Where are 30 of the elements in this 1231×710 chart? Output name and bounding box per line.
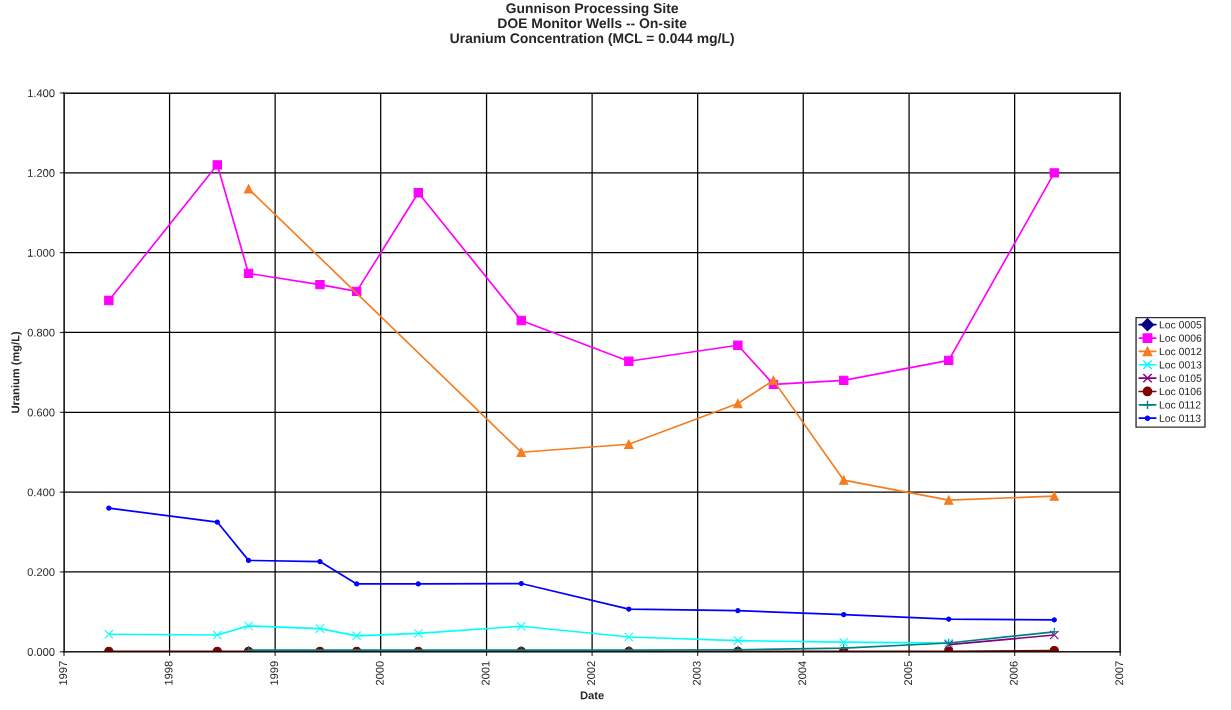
x-tick-label: 2003 xyxy=(692,661,701,685)
x-tick-label: 2004 xyxy=(798,661,807,685)
legend-label: Loc 0013 xyxy=(1159,361,1202,369)
x-tick-label: 1999 xyxy=(270,661,279,685)
y-tick-label: 0.800 xyxy=(27,328,55,337)
y-tick-label: 1.400 xyxy=(28,89,55,98)
chart-title: Gunnison Processing Site DOE Monitor Wells -- On-site Uranium Concentration (MCL = 0.044 mg/L) xyxy=(450,2,734,46)
x-tick-label: 2005 xyxy=(904,661,913,685)
y-tick-label: 1.200 xyxy=(28,169,55,177)
legend-label: Loc 0113 xyxy=(1159,414,1201,422)
legend-label: Loc 0012 xyxy=(1159,347,1202,356)
x-tick-label: 2000 xyxy=(375,661,384,685)
y-tick-label: 0.400 xyxy=(27,488,55,497)
x-tick-label: 2006 xyxy=(1009,661,1018,685)
y-axis-title: Uranium (mg/L) xyxy=(11,331,22,413)
legend-label: Loc 0106 xyxy=(1159,387,1202,396)
y-tick-label: 0.200 xyxy=(27,568,55,577)
y-tick-label: 1.000 xyxy=(28,248,55,257)
legend-label: Loc 0112 xyxy=(1159,401,1201,409)
y-tick-label: 0.000 xyxy=(27,648,55,656)
y-tick-label: 0.600 xyxy=(27,408,55,417)
x-tick-label: 2001 xyxy=(481,661,490,685)
x-tick-label: 1997 xyxy=(59,661,67,685)
x-tick-label: 2002 xyxy=(587,661,596,685)
x-tick-label: 1998 xyxy=(164,661,173,685)
x-tick-label: 2007 xyxy=(1115,661,1124,685)
x-axis-title: Date xyxy=(580,691,604,700)
legend-label: Loc 0005 xyxy=(1159,321,1202,329)
legend-label: Loc 0006 xyxy=(1159,334,1202,342)
legend-label: Loc 0105 xyxy=(1159,374,1202,382)
